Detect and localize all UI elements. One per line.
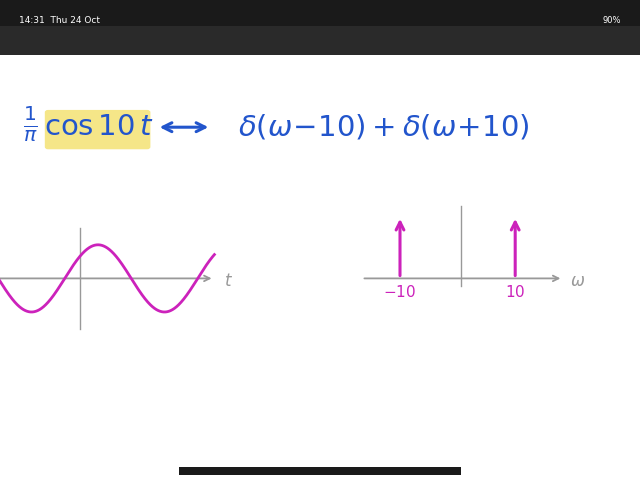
Text: 14:31  Thu 24 Oct: 14:31 Thu 24 Oct xyxy=(19,16,100,25)
Bar xyxy=(0,55,640,480)
Text: $-10$: $-10$ xyxy=(383,284,417,300)
Bar xyxy=(0,26,640,55)
Text: $\omega$: $\omega$ xyxy=(570,272,585,290)
Bar xyxy=(0,0,640,55)
Bar xyxy=(179,467,461,475)
Text: 90%: 90% xyxy=(602,16,621,25)
Text: $\delta(\omega\!-\!10) + \delta(\omega\!+\!10)$: $\delta(\omega\!-\!10) + \delta(\omega\!… xyxy=(238,113,530,142)
Text: $\cos 10\,t$: $\cos 10\,t$ xyxy=(44,113,154,141)
Text: $\frac{1}{\pi}$: $\frac{1}{\pi}$ xyxy=(23,105,38,144)
Text: $t$: $t$ xyxy=(224,272,233,290)
Text: $10$: $10$ xyxy=(505,284,525,300)
FancyBboxPatch shape xyxy=(45,110,150,149)
